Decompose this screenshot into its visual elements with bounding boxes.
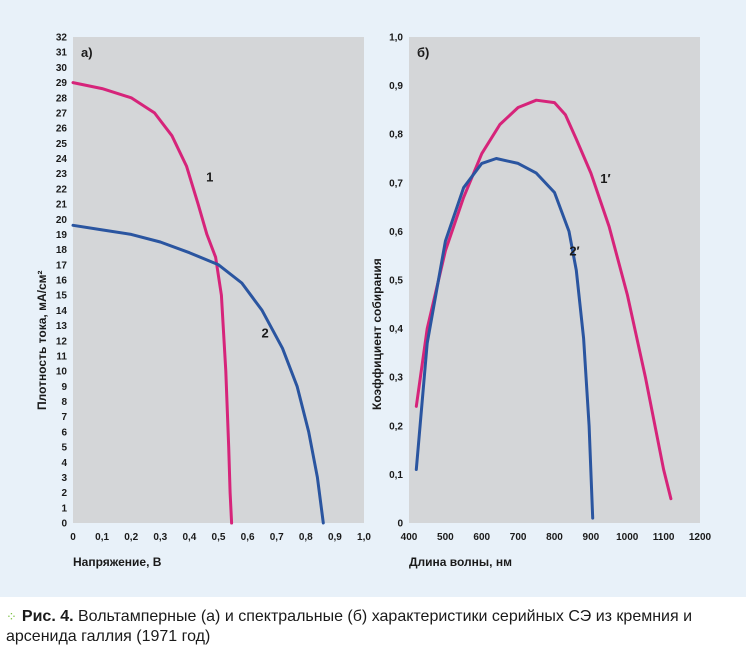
x-tick-label: 1,0 — [357, 532, 371, 543]
y-tick-label: 21 — [56, 200, 68, 211]
series-label-1: 1′ — [600, 171, 610, 186]
y-tick-label: 3 — [61, 473, 67, 484]
y-tick-label: 11 — [56, 351, 67, 362]
series-line-1 — [414, 98, 673, 501]
y-tick-label: 19 — [56, 230, 68, 241]
y-tick-label: 28 — [56, 93, 68, 104]
y-tick-label: 26 — [56, 124, 68, 135]
x-tick-label: 900 — [583, 532, 600, 543]
y-axis-title: Коэффициент собирания — [370, 258, 384, 410]
plot-area — [409, 37, 700, 523]
y-tick-label: 0,7 — [389, 178, 403, 189]
series-line-2 — [414, 157, 595, 520]
y-tick-label: 10 — [56, 367, 68, 378]
x-tick-label: 700 — [510, 532, 527, 543]
y-tick-label: 0,5 — [389, 276, 403, 287]
y-tick-label: 22 — [56, 184, 68, 195]
caption-text: Вольтамперные (а) и спектральные (б) хар… — [6, 608, 693, 645]
series-label-2: 2 — [261, 326, 268, 341]
y-tick-label: 9 — [61, 382, 67, 393]
x-tick-label: 0,3 — [153, 532, 167, 543]
y-tick-label: 0,4 — [389, 324, 403, 335]
y-tick-label: 0,2 — [389, 421, 403, 432]
charts-svg: 0123456789101112131415161718192021222324… — [35, 33, 712, 570]
x-axis-title: Длина волны, нм — [409, 555, 512, 569]
y-axis-title: Плотность тока, мА/см² — [35, 270, 49, 410]
y-tick-label: 16 — [56, 276, 68, 287]
y-tick-label: 0 — [397, 519, 403, 530]
series-label-1: 1 — [206, 169, 213, 184]
y-tick-label: 30 — [56, 63, 68, 74]
x-tick-label: 1200 — [689, 532, 712, 543]
y-tick-label: 0 — [61, 519, 67, 530]
series-line-2 — [71, 223, 325, 525]
chart-a-current-voltage: 0123456789101112131415161718192021222324… — [35, 33, 371, 570]
caption-marker-icon: ⁘ — [6, 609, 18, 624]
x-tick-label: 0,8 — [299, 532, 313, 543]
y-tick-label: 1,0 — [389, 33, 403, 44]
y-tick-label: 0,8 — [389, 130, 403, 141]
y-tick-label: 32 — [56, 33, 68, 44]
caption-figure-label: Рис. 4. — [21, 608, 74, 625]
y-tick-label: 24 — [56, 154, 68, 165]
series-line-1 — [71, 81, 234, 525]
x-tick-label: 0,4 — [182, 532, 196, 543]
figure-caption: ⁘ Рис. 4. Вольтамперные (а) и спектральны… — [6, 607, 740, 647]
x-tick-label: 0,9 — [328, 532, 342, 543]
x-tick-label: 1100 — [653, 532, 675, 543]
x-tick-label: 400 — [401, 532, 418, 543]
x-tick-label: 800 — [546, 532, 563, 543]
y-tick-label: 23 — [56, 169, 68, 180]
y-tick-label: 12 — [56, 336, 68, 347]
y-tick-label: 0,3 — [389, 373, 403, 384]
chart-b-spectral-response: 0 0,1 0,2 0,3 0,4 0,5 0,6 0,7 0,8 0,9 1,0 400 500 600… — [370, 33, 712, 570]
x-tick-label: 0 — [70, 532, 76, 543]
y-tick-label: 13 — [56, 321, 68, 332]
x-tick-label: 600 — [473, 532, 490, 543]
y-tick-label: 7 — [61, 412, 67, 423]
x-tick-label: 0,5 — [212, 532, 226, 543]
x-tick-label: 1000 — [616, 532, 639, 543]
y-tick-label: 6 — [61, 427, 67, 438]
y-tick-label: 14 — [56, 306, 68, 317]
panel-label: б) — [417, 45, 429, 60]
x-tick-label: 500 — [437, 532, 454, 543]
y-tick-label: 29 — [56, 78, 68, 89]
y-tick-label: 15 — [56, 291, 68, 302]
figure-panel: 0 1 2 3 4 5 6 7 8 9 10 11 12 13 14 15 16 17 18 19 20 21 22 23 24… — [0, 0, 746, 597]
y-tick-label: 25 — [56, 139, 68, 150]
x-tick-label: 0,2 — [124, 532, 138, 543]
y-tick-label: 1 — [61, 503, 67, 514]
panel-label: а) — [81, 45, 93, 60]
y-tick-label: 17 — [56, 260, 68, 271]
y-tick-label: 18 — [56, 245, 68, 256]
y-tick-label: 27 — [56, 108, 68, 119]
series-label-2: 2′ — [569, 244, 579, 259]
y-tick-label: 31 — [56, 48, 68, 59]
y-tick-label: 8 — [61, 397, 67, 408]
x-tick-label: 0,1 — [95, 532, 109, 543]
y-tick-label: 5 — [61, 443, 67, 454]
x-axis-title: Напряжение, В — [73, 555, 162, 569]
y-tick-label: 2 — [61, 488, 67, 499]
y-tick-label: 0,6 — [389, 227, 403, 238]
x-tick-label: 0,6 — [241, 532, 255, 543]
y-tick-label: 20 — [56, 215, 68, 226]
y-tick-label: 4 — [61, 458, 67, 469]
x-tick-label: 0,7 — [270, 532, 284, 543]
y-tick-label: 0,9 — [389, 81, 403, 92]
y-tick-label: 0,1 — [389, 470, 403, 481]
